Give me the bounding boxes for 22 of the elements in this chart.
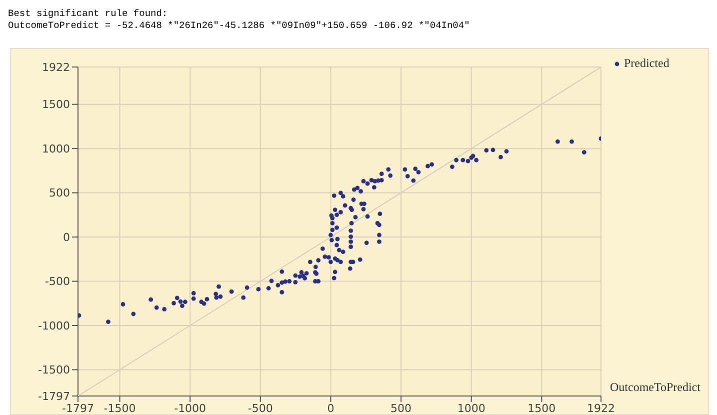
x-tick-label: 1000 <box>457 402 486 415</box>
legend-label: Predicted <box>624 56 670 71</box>
x-tick-label: -1500 <box>104 402 136 415</box>
x-tick-label: 1500 <box>528 402 556 415</box>
y-tick-label: -1797 <box>38 390 70 403</box>
y-tick-label: 0 <box>63 230 70 244</box>
x-tick-label: -1797 <box>62 402 94 415</box>
y-tick-label: 500 <box>49 186 70 200</box>
chart-subtitle: OutcomeToPredict = -52.4648 *"26In26"-45.1286 *"09In09"+150.659 -106.92 *"04In04" <box>8 20 470 32</box>
y-tick-label: 1500 <box>42 98 70 112</box>
y-tick-label: -500 <box>45 275 70 288</box>
x-axis-title: OutcomeToPredict <box>610 380 700 395</box>
x-tick-label: -1000 <box>174 402 206 415</box>
x-tick-label: 500 <box>390 402 412 415</box>
y-tick-label: 1922 <box>42 60 70 74</box>
y-tick-label: 1000 <box>42 142 70 156</box>
y-tick-label: -1500 <box>38 364 70 377</box>
y-tick-label: -1000 <box>38 319 70 332</box>
x-tick-label: 0 <box>327 402 334 415</box>
x-tick-label: 1922 <box>587 402 615 415</box>
chart-title: Best significant rule found: <box>8 8 169 20</box>
x-tick-label: -500 <box>248 402 273 415</box>
